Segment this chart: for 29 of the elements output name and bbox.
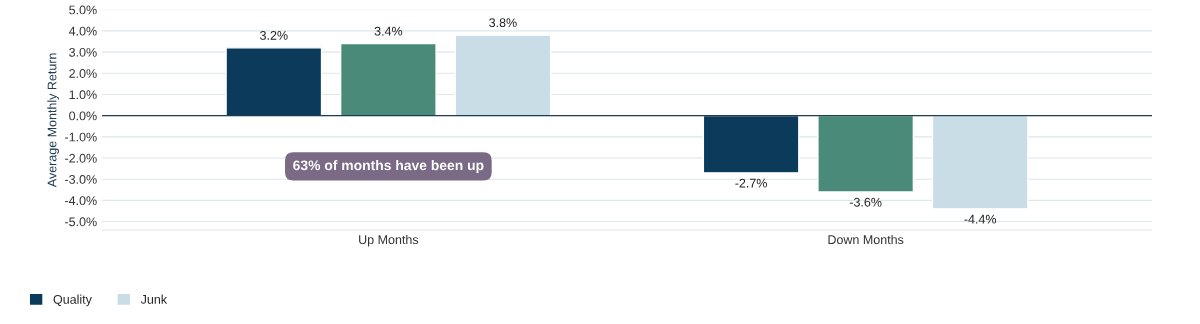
y-tick-label: 0.0% [69,111,97,121]
data-label: 3.2% [260,30,288,40]
data-label: -3.6% [849,197,882,207]
legend-label: Quality [53,294,92,307]
y-tick-label: -1.0% [65,132,97,142]
data-label: 3.8% [489,18,517,28]
data-label: 3.4% [374,26,403,36]
bar [225,47,323,117]
y-tick-label: 5.0% [69,5,97,15]
y-tick-label: 2.0% [69,69,97,78]
bar [702,114,800,174]
legend-label: Junk [140,294,168,304]
data-label: -2.7% [735,178,767,188]
y-axis-title: Average Monthly Return [47,53,59,188]
y-tick-label: -5.0% [65,217,97,227]
bar [454,34,552,117]
y-tick-label: 3.0% [69,47,97,57]
y-tick-label: -2.0% [65,153,97,163]
y-tick-label: 1.0% [69,90,97,100]
bar [931,114,1029,210]
y-tick-label: -4.0% [65,196,97,206]
y-tick-label: 4.0% [68,26,97,36]
bar [817,114,915,193]
bar [339,42,437,117]
x-tick-label: Up Months [359,234,419,247]
y-tick-label: -3.0% [65,175,97,184]
data-label: -4.4% [964,214,997,224]
x-tick-label: Down Months [828,234,904,245]
annotation: 63% of months have been up [293,160,484,173]
